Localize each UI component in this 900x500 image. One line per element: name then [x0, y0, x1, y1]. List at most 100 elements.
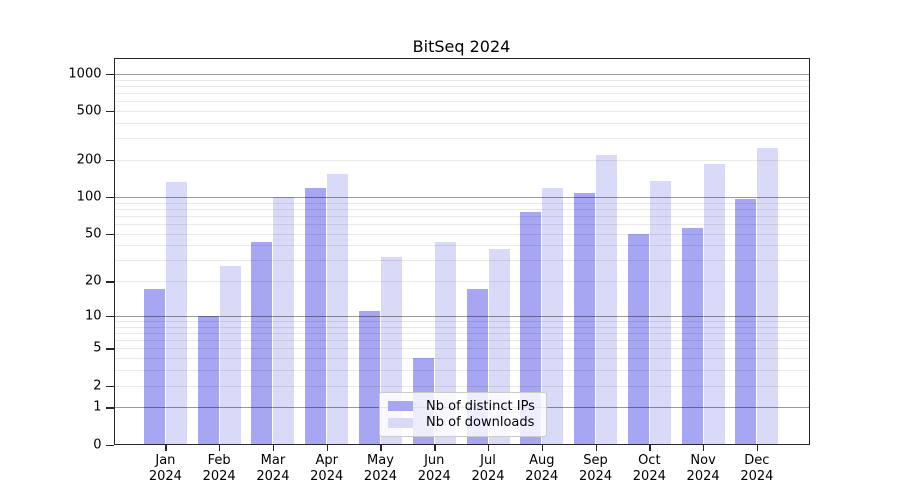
minor-gridline-2 [113, 385, 810, 387]
y-tick-mark-20 [106, 281, 114, 283]
x-tick-label-oct: Oct 2024 [619, 453, 679, 485]
y-tick-label-5: 5 [93, 340, 102, 356]
minor-gridline-3 [113, 370, 810, 372]
y-tick-mark-100 [106, 197, 114, 199]
y-tick-mark-1000 [106, 74, 114, 76]
x-tick-mark-sep [595, 445, 597, 451]
minor-gridline-90 [113, 202, 810, 204]
legend-item-ips: Nb of distinct IPs [388, 399, 538, 414]
y-tick-label-200: 200 [76, 152, 102, 168]
minor-gridline-500 [113, 111, 810, 113]
x-tick-mark-jun [434, 445, 436, 451]
bar-ips-aug [520, 211, 542, 445]
x-tick-label-feb: Feb 2024 [189, 453, 249, 485]
minor-gridline-50 [113, 233, 810, 235]
x-tick-label-apr: Apr 2024 [297, 453, 357, 485]
y-tick-label-1000: 1000 [68, 66, 102, 82]
x-tick-mark-mar [272, 445, 275, 451]
x-tick-year: 2024 [363, 468, 398, 484]
x-tick-year: 2024 [202, 468, 236, 484]
minor-gridline-8 [113, 326, 810, 328]
x-tick-label-nov: Nov 2024 [673, 453, 733, 485]
x-tick-year: 2024 [471, 468, 505, 484]
bar-ips-jan [143, 289, 165, 445]
x-tick-label-mar: Mar 2024 [243, 453, 303, 485]
y-tick-label-20: 20 [84, 273, 102, 289]
bar-downloads-mar [273, 197, 295, 445]
x-tick-year: 2024 [579, 468, 613, 484]
x-tick-month: Aug [529, 452, 555, 468]
minor-gridline-400 [113, 123, 810, 125]
decade-gridline-100 [113, 197, 810, 198]
legend-swatch [388, 401, 413, 412]
x-tick-label-sep: Sep 2024 [566, 453, 626, 485]
y-tick-mark-1 [106, 407, 114, 409]
x-tick-month: Mar [260, 452, 286, 468]
y-tick-label-50: 50 [84, 226, 102, 242]
y-tick-mark-500 [106, 111, 114, 113]
x-tick-mark-aug [541, 445, 544, 451]
minor-gridline-70 [113, 215, 810, 217]
bar-ips-may [358, 311, 380, 445]
x-tick-label-jan: Jan 2024 [135, 453, 195, 485]
bar-ips-dec [735, 198, 757, 445]
legend-swatch [388, 417, 413, 428]
minor-gridline-600 [113, 101, 810, 103]
x-tick-mark-nov [703, 445, 705, 451]
y-tick-label-1: 1 [93, 399, 102, 415]
minor-gridline-60 [113, 224, 810, 226]
bar-ips-oct [627, 233, 649, 445]
x-tick-year: 2024 [686, 468, 720, 484]
x-tick-month: Apr [315, 452, 338, 468]
bar-ips-sep [574, 192, 596, 445]
x-tick-month: Jun [424, 452, 445, 468]
x-tick-year: 2024 [525, 468, 559, 484]
x-tick-month: Oct [638, 452, 661, 468]
legend-item-downloads: Nb of downloads [388, 415, 538, 430]
bar-downloads-aug [542, 187, 564, 445]
x-tick-year: 2024 [310, 468, 344, 484]
minor-gridline-80 [113, 208, 810, 210]
x-tick-month: Jul [480, 452, 496, 468]
x-tick-month: Jan [155, 452, 176, 468]
minor-gridline-20 [113, 281, 810, 283]
x-tick-month: Dec [744, 452, 770, 468]
bar-downloads-oct [649, 180, 671, 445]
legend-label: Nb of downloads [426, 415, 535, 431]
bar-downloads-apr [327, 174, 349, 445]
minor-gridline-4 [113, 358, 810, 360]
bar-downloads-jan [165, 181, 187, 445]
minor-gridline-300 [113, 138, 810, 140]
x-tick-label-may: May 2024 [350, 453, 410, 485]
y-tick-label-10: 10 [84, 308, 102, 324]
x-tick-mark-jan [165, 445, 167, 451]
x-tick-mark-apr [326, 445, 328, 451]
decade-gridline-10 [113, 315, 810, 317]
x-tick-year: 2024 [632, 468, 666, 484]
minor-gridline-9 [113, 321, 810, 323]
minor-gridline-200 [113, 160, 810, 162]
chart-title: BitSeq 2024 [412, 37, 511, 56]
x-tick-month: Nov [690, 452, 716, 468]
y-tick-label-500: 500 [76, 103, 102, 119]
minor-gridline-800 [113, 85, 810, 87]
x-tick-mark-oct [649, 445, 651, 451]
minor-gridline-40 [113, 245, 810, 247]
y-tick-label-0: 0 [93, 437, 102, 452]
x-tick-mark-jul [488, 445, 490, 451]
x-tick-mark-feb [219, 445, 221, 451]
bar-downloads-feb [219, 265, 241, 445]
x-tick-label-jun: Jun 2024 [404, 453, 464, 485]
minor-gridline-900 [113, 79, 810, 81]
minor-gridline-7 [113, 332, 810, 334]
x-tick-month: Feb [207, 452, 231, 468]
x-tick-label-jul: Jul 2024 [458, 453, 518, 485]
y-tick-mark-10 [106, 315, 114, 318]
minor-gridline-5 [113, 348, 810, 350]
x-tick-year: 2024 [740, 468, 774, 484]
y-tick-label-100: 100 [76, 189, 102, 205]
x-tick-mark-dec [756, 445, 759, 451]
decade-gridline-1000 [113, 74, 810, 75]
minor-gridline-30 [113, 260, 810, 262]
